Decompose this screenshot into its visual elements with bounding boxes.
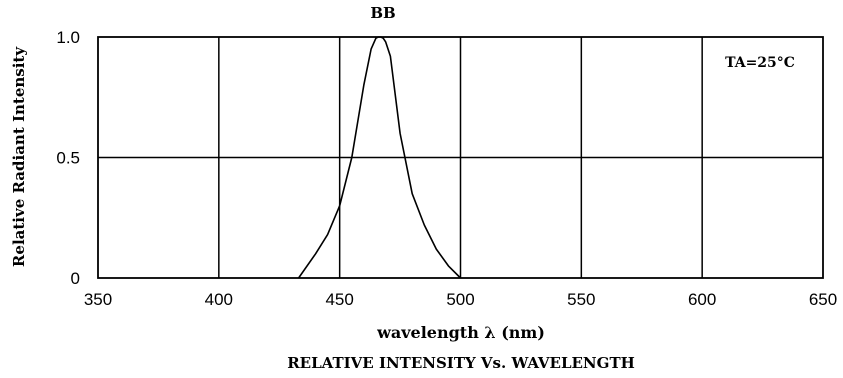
x-tick-label: 500 [446,290,474,309]
grid [97,36,824,279]
x-tick-label: 400 [205,290,233,309]
x-tick-labels: 350 400 450 500 550 600 650 [84,290,837,309]
x-tick-label: 600 [688,290,716,309]
x-axis-label: wavelength λ (nm) [376,323,545,342]
chart-title: BB [370,4,395,22]
series-layer [297,36,462,279]
chart-subtitle: RELATIVE INTENSITY Vs. WAVELENGTH [287,354,635,372]
x-tick-label: 350 [84,290,112,309]
series-line [297,36,462,279]
y-axis-label: Relative Radiant Intensity [10,46,28,267]
y-tick-label: 1.0 [56,28,80,47]
x-tick-label: 550 [567,290,595,309]
x-tick-label: 650 [809,290,837,309]
x-tick-label: 450 [325,290,353,309]
y-tick-label: 0 [71,269,80,288]
temperature-annotation: TA=25°C [725,55,795,71]
y-tick-label: 0.5 [56,149,80,168]
y-tick-labels: 0 0.5 1.0 [56,28,80,288]
